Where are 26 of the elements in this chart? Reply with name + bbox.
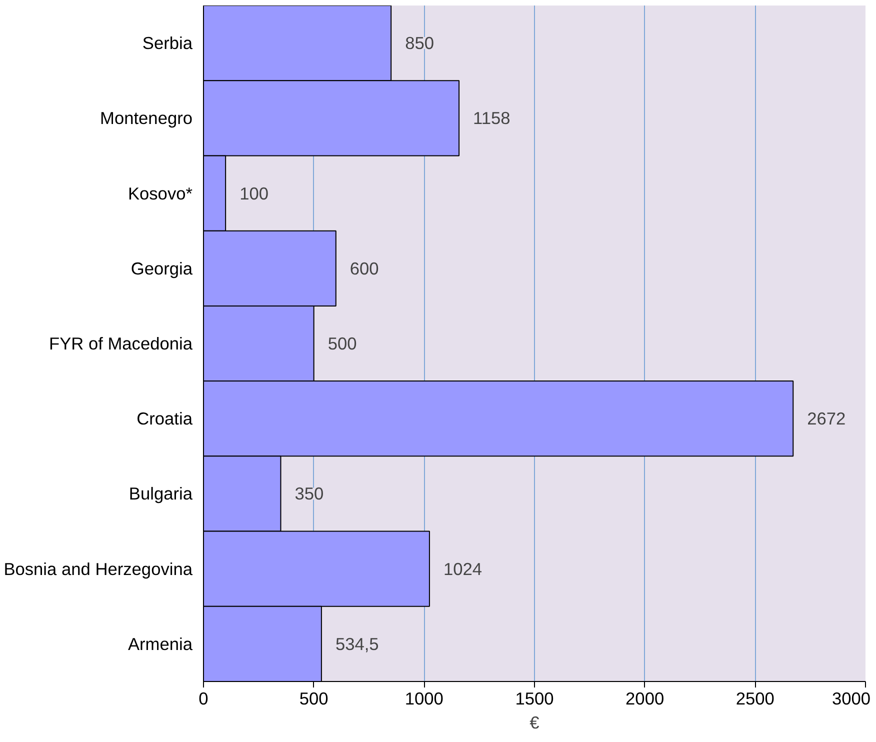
y-tick-label: FYR of Macedonia (48, 334, 193, 354)
y-tick-label: Serbia (142, 33, 193, 54)
data-label: 500 (328, 334, 357, 354)
y-tick-label: Montenegro (100, 108, 193, 128)
x-tick-label: 0 (198, 688, 208, 708)
y-tick-label: Georgia (130, 258, 193, 278)
x-tick-label: 1000 (404, 688, 444, 708)
x-tick-label: 1500 (515, 688, 554, 708)
x-tick-label: 2500 (736, 688, 774, 708)
y-tick-label: Bulgaria (128, 484, 193, 504)
data-label: 600 (350, 258, 379, 278)
x-tick-label: 3000 (832, 688, 871, 708)
y-tick-label: Armenia (128, 634, 193, 654)
x-tick-label: 500 (299, 688, 328, 708)
x-tick-label: 2000 (626, 688, 664, 708)
data-label: 2672 (807, 408, 846, 429)
data-label: 534,5 (335, 634, 379, 654)
data-label: 100 (240, 183, 268, 204)
y-tick-label: Croatia (136, 408, 193, 429)
data-label: 850 (405, 33, 434, 54)
y-tick-label: Kosovo* (128, 183, 193, 204)
data-label: 1024 (443, 558, 482, 579)
x-axis-title: € (530, 712, 540, 732)
data-label: 1158 (473, 108, 510, 128)
data-label: 350 (294, 484, 324, 504)
y-tick-label: Bosnia and Herzegovina (4, 558, 193, 579)
